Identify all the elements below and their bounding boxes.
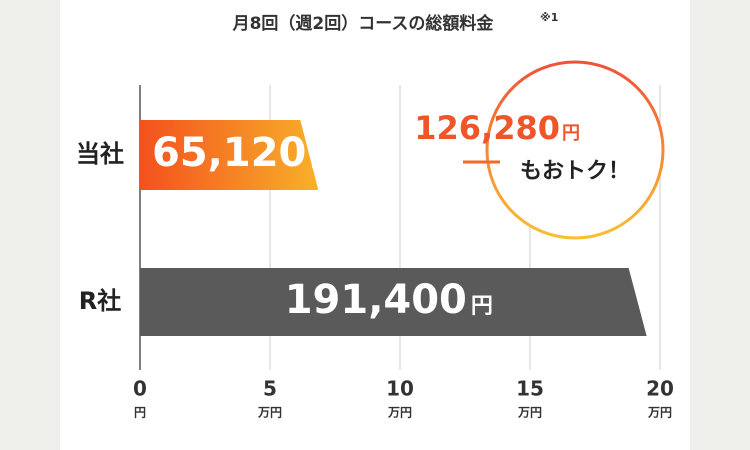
value-label: 65,120 — [152, 130, 306, 176]
callout-amount: 126,280 — [414, 109, 560, 147]
x-tick-unit: 万円 — [647, 406, 672, 420]
x-tick-label: 10 — [386, 377, 414, 401]
category-label: 当社 — [76, 140, 124, 168]
x-tick-label: 15 — [516, 377, 544, 401]
value-label-group: 191,400 円 — [285, 277, 493, 323]
bar — [140, 120, 319, 190]
callout: 126,280 円 もおトク！ — [414, 60, 665, 240]
callout-text: もおトク！ — [520, 159, 630, 184]
x-tick-unit: 万円 — [387, 406, 412, 420]
x-tick-unit: 万円 — [517, 406, 542, 420]
value-unit: 円 — [310, 147, 332, 172]
callout-unit: 円 — [562, 123, 580, 144]
x-tick-unit: 万円 — [257, 406, 282, 420]
value-label-group: 65,120 円 — [152, 130, 332, 176]
x-tick-label: 0 — [133, 377, 147, 401]
title-note: ※1 — [540, 11, 558, 24]
x-tick-label: 5 — [263, 377, 277, 401]
x-tick-unit: 円 — [134, 406, 146, 420]
callout-ring — [485, 60, 665, 240]
bar — [140, 268, 647, 336]
value-unit: 円 — [471, 294, 493, 319]
value-label: 191,400 — [285, 277, 467, 323]
x-tick-label: 20 — [646, 377, 674, 401]
chart-title: 月8回（週2回）コースの総額料金 — [232, 13, 495, 34]
category-label: R社 — [79, 287, 121, 315]
